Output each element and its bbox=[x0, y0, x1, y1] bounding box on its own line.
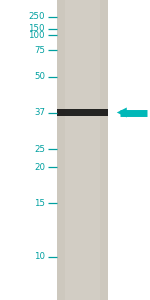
Text: 37: 37 bbox=[34, 108, 45, 117]
Text: 20: 20 bbox=[34, 163, 45, 172]
Bar bbox=[65, 0, 100, 300]
Text: 15: 15 bbox=[34, 199, 45, 208]
Text: 100: 100 bbox=[28, 31, 45, 40]
Bar bbox=[57, 0, 108, 300]
Text: 10: 10 bbox=[34, 252, 45, 261]
Text: 150: 150 bbox=[28, 24, 45, 33]
Bar bbox=[57, 109, 108, 116]
Text: 25: 25 bbox=[34, 145, 45, 154]
Text: 75: 75 bbox=[34, 46, 45, 55]
Text: 250: 250 bbox=[28, 12, 45, 21]
Text: 50: 50 bbox=[34, 72, 45, 81]
